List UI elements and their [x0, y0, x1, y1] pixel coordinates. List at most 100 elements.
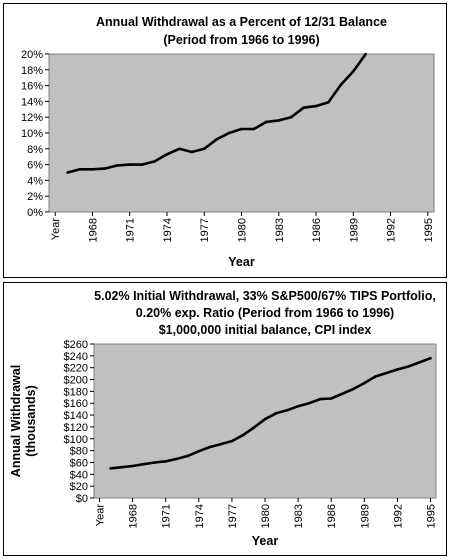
data-point: [265, 120, 268, 124]
data-point: [175, 457, 179, 461]
data-point: [153, 160, 156, 163]
y-tick-label: $40: [70, 469, 88, 481]
y-tick-label: $180: [64, 386, 88, 398]
x-tick-label: 1971: [125, 218, 137, 242]
x-tick-label: 1983: [293, 504, 305, 528]
y-tick-label: 0%: [27, 207, 43, 219]
y-tick-label: $100: [64, 434, 88, 446]
x-tick-label: 1977: [199, 218, 211, 242]
plot-area: [48, 53, 435, 213]
data-point: [128, 163, 132, 166]
data-point: [407, 365, 410, 368]
x-tick-label: 1992: [392, 504, 404, 528]
data-point: [364, 52, 367, 56]
chart-subtitle: (Period from 1966 to 1996): [163, 33, 319, 47]
data-point: [131, 464, 134, 468]
y-tick-label: $140: [64, 410, 88, 422]
data-point: [429, 356, 432, 360]
data-point: [307, 401, 311, 405]
data-point: [219, 442, 223, 446]
data-point: [240, 127, 243, 131]
x-tick-label: 1980: [260, 504, 272, 528]
chart-subtitle: 0.20% exp. Ratio (Period from 1966 to 19…: [136, 306, 394, 320]
data-point: [296, 404, 300, 408]
data-point: [78, 168, 82, 171]
y-tick-label: 4%: [27, 175, 43, 187]
data-point: [396, 368, 399, 371]
x-tick-label: 1989: [348, 218, 360, 242]
y-tick-label: 20%: [21, 49, 43, 61]
data-point: [351, 70, 355, 73]
y-tick-label: 12%: [21, 112, 43, 124]
y-tick-label: 16%: [21, 81, 43, 93]
data-series-line: [110, 356, 431, 470]
x-tick-label: 1986: [326, 504, 338, 528]
y-tick-label: 18%: [21, 65, 43, 77]
data-point: [362, 381, 366, 385]
x-tick-label: 1995: [425, 504, 437, 528]
data-point: [252, 127, 256, 131]
y-tick-label: $80: [70, 446, 88, 458]
x-axis-title: Year: [252, 534, 279, 548]
data-point: [277, 119, 281, 122]
data-point: [190, 150, 194, 154]
x-tick-label: 1989: [359, 504, 371, 528]
data-point: [66, 171, 69, 174]
data-point: [142, 462, 145, 466]
data-point: [227, 131, 231, 135]
y-tick-label: 6%: [27, 160, 43, 172]
y-tick-label: 14%: [21, 96, 43, 108]
data-point: [109, 467, 112, 470]
x-tick-label: 1971: [161, 504, 173, 528]
data-point: [327, 100, 330, 104]
data-point: [197, 449, 201, 453]
x-tick-label: 1983: [274, 218, 286, 242]
data-point: [153, 461, 156, 464]
data-point: [418, 361, 421, 364]
data-point: [215, 138, 218, 141]
data-point: [91, 168, 94, 171]
data-point: [385, 371, 388, 375]
data-point: [140, 163, 144, 166]
y-tick-label: $20: [70, 481, 88, 493]
data-point: [285, 409, 289, 412]
y-tick-label: $260: [64, 339, 88, 351]
data-point: [374, 375, 377, 378]
data-point: [165, 153, 169, 156]
y-axis-title: (thousands): [24, 385, 38, 457]
y-tick-label: $160: [64, 398, 88, 410]
data-point: [241, 433, 245, 437]
y-tick-label: 2%: [27, 191, 43, 203]
data-point: [116, 164, 119, 167]
x-tick-label: 1974: [162, 218, 174, 242]
y-tick-label: 8%: [27, 144, 43, 156]
data-point: [318, 397, 322, 401]
data-point: [178, 147, 181, 151]
data-point: [230, 439, 234, 443]
data-point: [274, 412, 278, 415]
x-tick-label: 1980: [237, 218, 249, 242]
chart-title: Annual Withdrawal as a Percent of 12/31 …: [96, 15, 387, 29]
y-tick-label: $220: [64, 363, 88, 375]
data-point: [329, 397, 333, 400]
x-tick-label: 1986: [311, 218, 323, 242]
chart-subtitle: $1,000,000 initial balance, CPI index: [159, 323, 372, 337]
chart-annual-withdrawal: 5.02% Initial Withdrawal, 33% S&P500/67%…: [9, 289, 437, 548]
data-point: [120, 465, 123, 469]
data-point: [340, 392, 344, 396]
data-point: [164, 459, 168, 463]
x-tick-label: 1992: [386, 218, 398, 242]
data-point: [208, 445, 212, 449]
y-tick-label: $60: [70, 457, 88, 469]
y-tick-label: 10%: [21, 128, 43, 140]
chart-withdrawal-percent: Annual Withdrawal as a Percent of 12/31 …: [21, 15, 435, 269]
x-tick-label: Year: [95, 504, 107, 527]
chart-panel-withdrawal-percent: Annual Withdrawal as a Percent of 12/31 …: [3, 3, 447, 278]
data-point: [252, 426, 256, 429]
x-tick-label: 1968: [128, 504, 140, 528]
x-tick-label: 1977: [227, 504, 239, 528]
data-point: [186, 454, 190, 458]
data-point: [339, 83, 343, 87]
y-tick-label: $120: [64, 422, 88, 434]
data-point: [314, 104, 318, 108]
